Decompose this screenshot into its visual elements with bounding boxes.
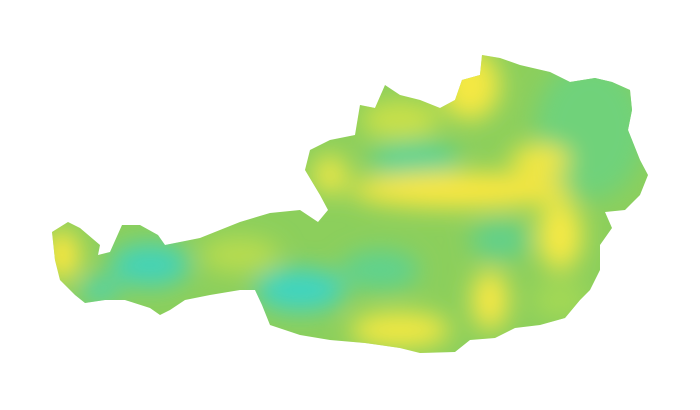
page: (() => { const data = JSON.parse(documen… [52, 55, 648, 353]
map [52, 55, 648, 353]
base-fill [52, 55, 648, 353]
austria-region [52, 55, 648, 353]
